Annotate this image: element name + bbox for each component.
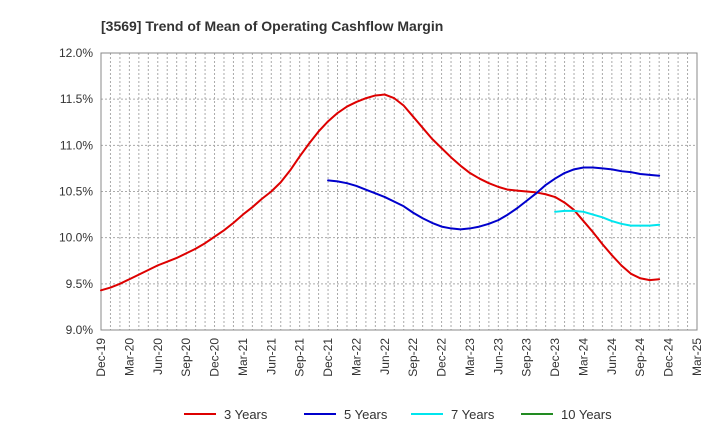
y-tick-label: 11.0% [60, 138, 93, 152]
x-tick-label: Jun-21 [264, 338, 278, 375]
x-tick-label: Dec-23 [548, 338, 562, 377]
chart-title: [3569] Trend of Mean of Operating Cashfl… [101, 18, 443, 34]
x-tick-label: Mar-22 [349, 338, 363, 376]
x-tick-label: Jun-20 [151, 338, 165, 375]
x-tick-label: Sep-20 [179, 338, 193, 377]
x-tick-label: Sep-23 [520, 338, 534, 377]
y-tick-label: 9.5% [66, 277, 94, 291]
legend-label-7-years: 7 Years [451, 407, 495, 422]
x-tick-label: Dec-19 [94, 338, 108, 377]
x-tick-label: Jun-24 [605, 338, 619, 375]
plot-frame [100, 52, 698, 331]
x-tick-label: Dec-24 [662, 338, 676, 377]
series-line-3-years [100, 93, 661, 292]
axes: 9.0% 9.5% 10.0% 10.5% 11.0% 11.5% 12.0% Dec-19 M… [59, 46, 704, 377]
series-line-7-years [554, 209, 661, 227]
legend-label-10-years: 10 Years [561, 407, 612, 422]
y-tick-label: 10.0% [59, 231, 93, 245]
x-tick-label: Dec-22 [435, 338, 449, 377]
legend-label-3-years: 3 Years [224, 407, 268, 422]
x-tick-label: Mar-23 [463, 338, 477, 376]
x-tick-label: Mar-24 [576, 338, 590, 376]
x-tick-label: Dec-21 [321, 338, 335, 377]
x-tick-label: Jun-22 [378, 338, 392, 375]
x-tick-label: Jun-23 [491, 338, 505, 375]
y-tick-label: 11.5% [60, 92, 93, 106]
series-line-5-years [327, 166, 661, 231]
legend-label-5-years: 5 Years [344, 407, 388, 422]
legend: 3 Years 5 Years 7 Years 10 Years [184, 407, 612, 422]
y-tick-label: 9.0% [66, 323, 94, 337]
x-tick-label: Sep-24 [633, 338, 647, 377]
y-tick-label: 12.0% [59, 46, 93, 60]
grid [101, 52, 697, 331]
x-tick-label: Mar-20 [122, 338, 136, 376]
y-tick-label: 10.5% [59, 185, 93, 199]
series-lines [100, 93, 661, 292]
x-tick-label: Sep-22 [406, 338, 420, 377]
x-tick-label: Sep-21 [293, 338, 307, 377]
x-tick-label: Mar-25 [690, 338, 704, 376]
x-tick-label: Dec-20 [208, 338, 222, 377]
x-tick-label: Mar-21 [236, 338, 250, 376]
